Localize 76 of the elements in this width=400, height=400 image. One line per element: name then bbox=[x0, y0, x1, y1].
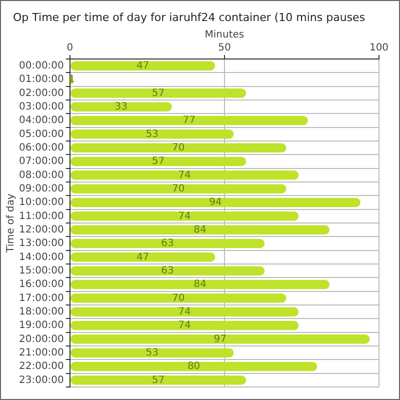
y-tick-label: 00:00:00 bbox=[18, 60, 64, 72]
y-tick-label: 19:00:00 bbox=[18, 320, 64, 332]
x-tick-label: 100 bbox=[369, 42, 389, 54]
data-label: 74 bbox=[178, 320, 191, 332]
data-label: 57 bbox=[152, 88, 165, 99]
y-tick-label: 15:00:00 bbox=[18, 265, 64, 276]
x-axis-title: Minutes bbox=[204, 30, 244, 41]
data-label: 74 bbox=[178, 210, 191, 222]
data-label: 97 bbox=[214, 334, 226, 345]
y-tick-label: 09:00:00 bbox=[18, 183, 64, 194]
bar bbox=[70, 238, 265, 248]
data-label: 70 bbox=[172, 142, 185, 154]
y-tick-label: 11:00:00 bbox=[18, 210, 64, 222]
data-label: 70 bbox=[172, 292, 185, 304]
bar bbox=[70, 88, 246, 98]
bar bbox=[70, 307, 299, 316]
y-tick-label: 01:00:00 bbox=[18, 74, 64, 86]
y-tick-label: 17:00:00 bbox=[18, 292, 64, 304]
data-label: 53 bbox=[146, 347, 158, 358]
x-tick-label: 0 bbox=[66, 42, 74, 54]
data-label: 77 bbox=[182, 115, 196, 126]
bar bbox=[70, 294, 286, 303]
y-axis-title: Time of day bbox=[6, 193, 17, 254]
x-tick-label: 50 bbox=[218, 42, 231, 54]
data-label: 33 bbox=[114, 101, 128, 112]
y-tick-label: 22:00:00 bbox=[18, 361, 64, 372]
y-tick-label: 02:00:00 bbox=[18, 88, 64, 99]
bar bbox=[70, 102, 172, 112]
bar bbox=[70, 320, 299, 330]
y-tick-label: 10:00:00 bbox=[18, 197, 64, 208]
data-label: 63 bbox=[161, 238, 174, 250]
bar bbox=[70, 376, 246, 385]
data-label: 84 bbox=[194, 224, 206, 236]
bar bbox=[70, 198, 360, 208]
data-label: 70 bbox=[172, 183, 185, 194]
y-tick-label: 16:00:00 bbox=[18, 279, 64, 290]
data-label: 57 bbox=[152, 156, 165, 168]
data-label: 57 bbox=[152, 374, 165, 386]
bar bbox=[70, 266, 265, 276]
y-tick-label: 18:00:00 bbox=[18, 306, 64, 318]
y-tick-label: 03:00:00 bbox=[18, 101, 64, 112]
bar bbox=[70, 280, 330, 290]
bar bbox=[70, 252, 216, 262]
y-tick-label: 06:00:00 bbox=[18, 142, 64, 154]
data-label: 53 bbox=[146, 128, 158, 140]
chart-title: Op Time per time of day for iaruhf24 container (10 mins pauses bbox=[12, 11, 366, 24]
data-label: 74 bbox=[178, 306, 191, 318]
y-tick-label: 21:00:00 bbox=[18, 347, 64, 358]
data-label: 74 bbox=[178, 170, 191, 181]
bar bbox=[70, 212, 299, 221]
bar bbox=[70, 348, 234, 358]
data-label: 47 bbox=[136, 252, 150, 263]
y-tick-label: 12:00:00 bbox=[18, 224, 64, 236]
y-tick-label: 04:00:00 bbox=[18, 115, 64, 126]
data-label: 94 bbox=[209, 197, 222, 208]
data-label: 80 bbox=[187, 361, 200, 372]
y-tick-label: 07:00:00 bbox=[18, 156, 64, 168]
y-tick-label: 08:00:00 bbox=[18, 170, 64, 181]
bar bbox=[70, 334, 370, 344]
y-tick-label: 05:00:00 bbox=[18, 128, 64, 140]
bar bbox=[70, 156, 246, 166]
bar bbox=[70, 170, 299, 180]
y-tick-label: 13:00:00 bbox=[18, 238, 64, 250]
data-label: 63 bbox=[161, 265, 174, 276]
bar bbox=[70, 225, 330, 234]
data-label: 47 bbox=[136, 60, 150, 72]
bar bbox=[70, 362, 318, 372]
data-label: 84 bbox=[194, 279, 206, 290]
bar bbox=[70, 184, 286, 194]
bar bbox=[70, 116, 308, 126]
y-tick-label: 14:00:00 bbox=[18, 252, 64, 263]
bar bbox=[70, 61, 216, 70]
bar bbox=[70, 130, 234, 139]
y-tick-label: 20:00:00 bbox=[18, 334, 64, 345]
y-tick-label: 23:00:00 bbox=[18, 374, 64, 386]
bar bbox=[70, 143, 286, 152]
